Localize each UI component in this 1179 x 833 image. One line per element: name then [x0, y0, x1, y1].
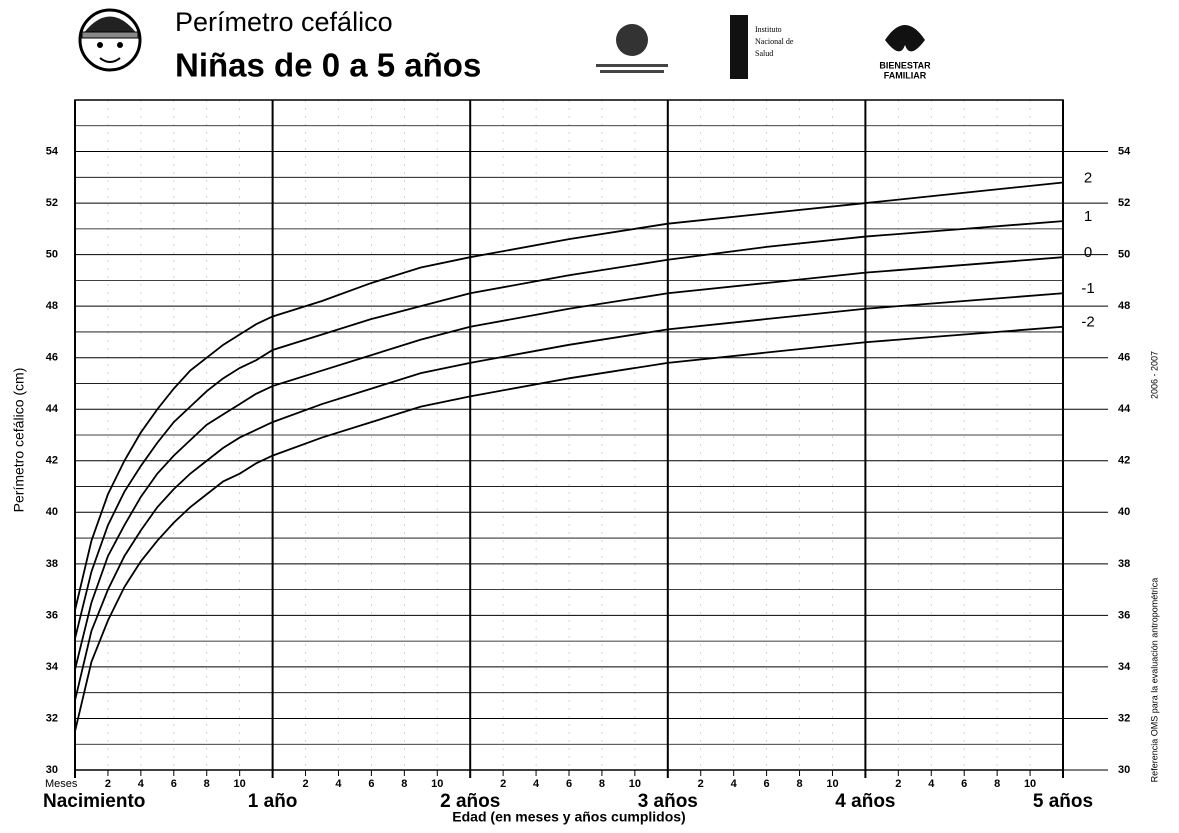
logo-ministry	[596, 24, 668, 73]
side-note: Referencia OMS para la evaluación antrop…	[1149, 578, 1159, 783]
y-tick-label: 42	[46, 455, 58, 467]
logo-icbf: BIENESTAR FAMILIAR	[879, 25, 931, 80]
curve	[74, 292, 1064, 701]
x-axis-title: Edad (en meses y años cumplidos)	[452, 809, 685, 825]
x-year-label: 5 años	[1033, 791, 1093, 812]
y-tick-label: 54	[46, 145, 59, 157]
x-unit-label: Meses	[45, 778, 78, 790]
y-tick-label: 32	[46, 712, 58, 724]
x-year-label: 4 años	[835, 791, 895, 812]
y-axis-title: Perímetro cefálico (cm)	[11, 368, 27, 513]
x-tick-label: 10	[234, 778, 246, 790]
x-tick-label: 10	[1024, 778, 1036, 790]
y-tick-label-right: 38	[1118, 558, 1130, 570]
x-tick-label: 8	[994, 778, 1000, 790]
x-tick-label: 4	[731, 778, 738, 790]
curve-label: 1	[1084, 208, 1092, 225]
logo-text: Nacional de	[755, 37, 794, 46]
x-tick-label: 2	[895, 778, 901, 790]
x-tick-label: 8	[204, 778, 210, 790]
x-tick-label: 10	[431, 778, 443, 790]
logo-text: Instituto	[755, 25, 782, 34]
x-tick-label: 2	[302, 778, 308, 790]
y-tick-label-right: 34	[1118, 661, 1131, 673]
side-note-years: 2006 - 2007	[1149, 351, 1159, 399]
x-tick-label: 2	[500, 778, 506, 790]
x-tick-label: 6	[171, 778, 177, 790]
y-tick-label: 34	[46, 661, 59, 673]
x-tick-label: 8	[599, 778, 605, 790]
y-tick-label-right: 32	[1118, 712, 1130, 724]
x-tick-label: 4	[335, 778, 342, 790]
y-tick-label-right: 50	[1118, 249, 1130, 261]
curve-label: 0	[1084, 244, 1092, 261]
x-tick-label: 8	[401, 778, 407, 790]
girl-icon	[78, 8, 142, 72]
y-tick-label: 46	[46, 352, 58, 364]
curve-label: 2	[1084, 169, 1092, 186]
x-year-label: 3 años	[638, 791, 698, 812]
y-tick-label-right: 36	[1118, 609, 1130, 621]
x-tick-label: 10	[826, 778, 838, 790]
curve	[74, 220, 1064, 639]
y-tick-label: 48	[46, 300, 58, 312]
logo-text: Salud	[755, 49, 773, 58]
y-tick-label: 36	[46, 609, 58, 621]
x-tick-label: 2	[105, 778, 111, 790]
y-tick-label-right: 40	[1118, 506, 1130, 518]
x-year-label: 1 año	[248, 791, 298, 812]
x-tick-label: 6	[764, 778, 770, 790]
y-tick-label-right: 42	[1118, 455, 1130, 467]
y-tick-label: 50	[46, 249, 58, 261]
y-tick-label: 30	[46, 764, 58, 776]
logo-text: FAMILIAR	[884, 70, 927, 80]
x-tick-label: 8	[796, 778, 802, 790]
header-subtitle: Niñas de 0 a 5 años	[175, 47, 481, 84]
y-tick-label: 44	[46, 403, 59, 415]
x-tick-label: 10	[629, 778, 641, 790]
curve	[74, 325, 1064, 732]
header-title: Perímetro cefálico	[175, 7, 393, 37]
y-tick-label: 52	[46, 197, 58, 209]
curve	[74, 181, 1064, 611]
plot-frame	[74, 99, 1064, 771]
y-tick-label-right: 30	[1118, 764, 1130, 776]
x-tick-label: 6	[368, 778, 374, 790]
y-tick-label: 38	[46, 558, 58, 570]
y-tick-label-right: 44	[1118, 403, 1131, 415]
x-tick-label: 2	[698, 778, 704, 790]
x-tick-label: 6	[961, 778, 967, 790]
curve-label: -1	[1081, 280, 1094, 297]
y-tick-label-right: 54	[1118, 145, 1131, 157]
x-year-label: 2 años	[440, 791, 500, 812]
curve	[74, 256, 1064, 670]
y-tick-label-right: 48	[1118, 300, 1130, 312]
x-tick-label: 6	[566, 778, 572, 790]
x-tick-label: 4	[533, 778, 540, 790]
y-tick-label-right: 52	[1118, 197, 1130, 209]
logo-ins: Instituto Nacional de Salud	[730, 15, 794, 79]
y-tick-label: 40	[46, 506, 58, 518]
y-tick-label-right: 46	[1118, 352, 1130, 364]
curve-label: -2	[1081, 314, 1094, 331]
logo-text: BIENESTAR	[879, 60, 931, 70]
x-year-label: Nacimiento	[43, 791, 145, 812]
x-tick-label: 4	[928, 778, 935, 790]
x-tick-label: 4	[138, 778, 145, 790]
